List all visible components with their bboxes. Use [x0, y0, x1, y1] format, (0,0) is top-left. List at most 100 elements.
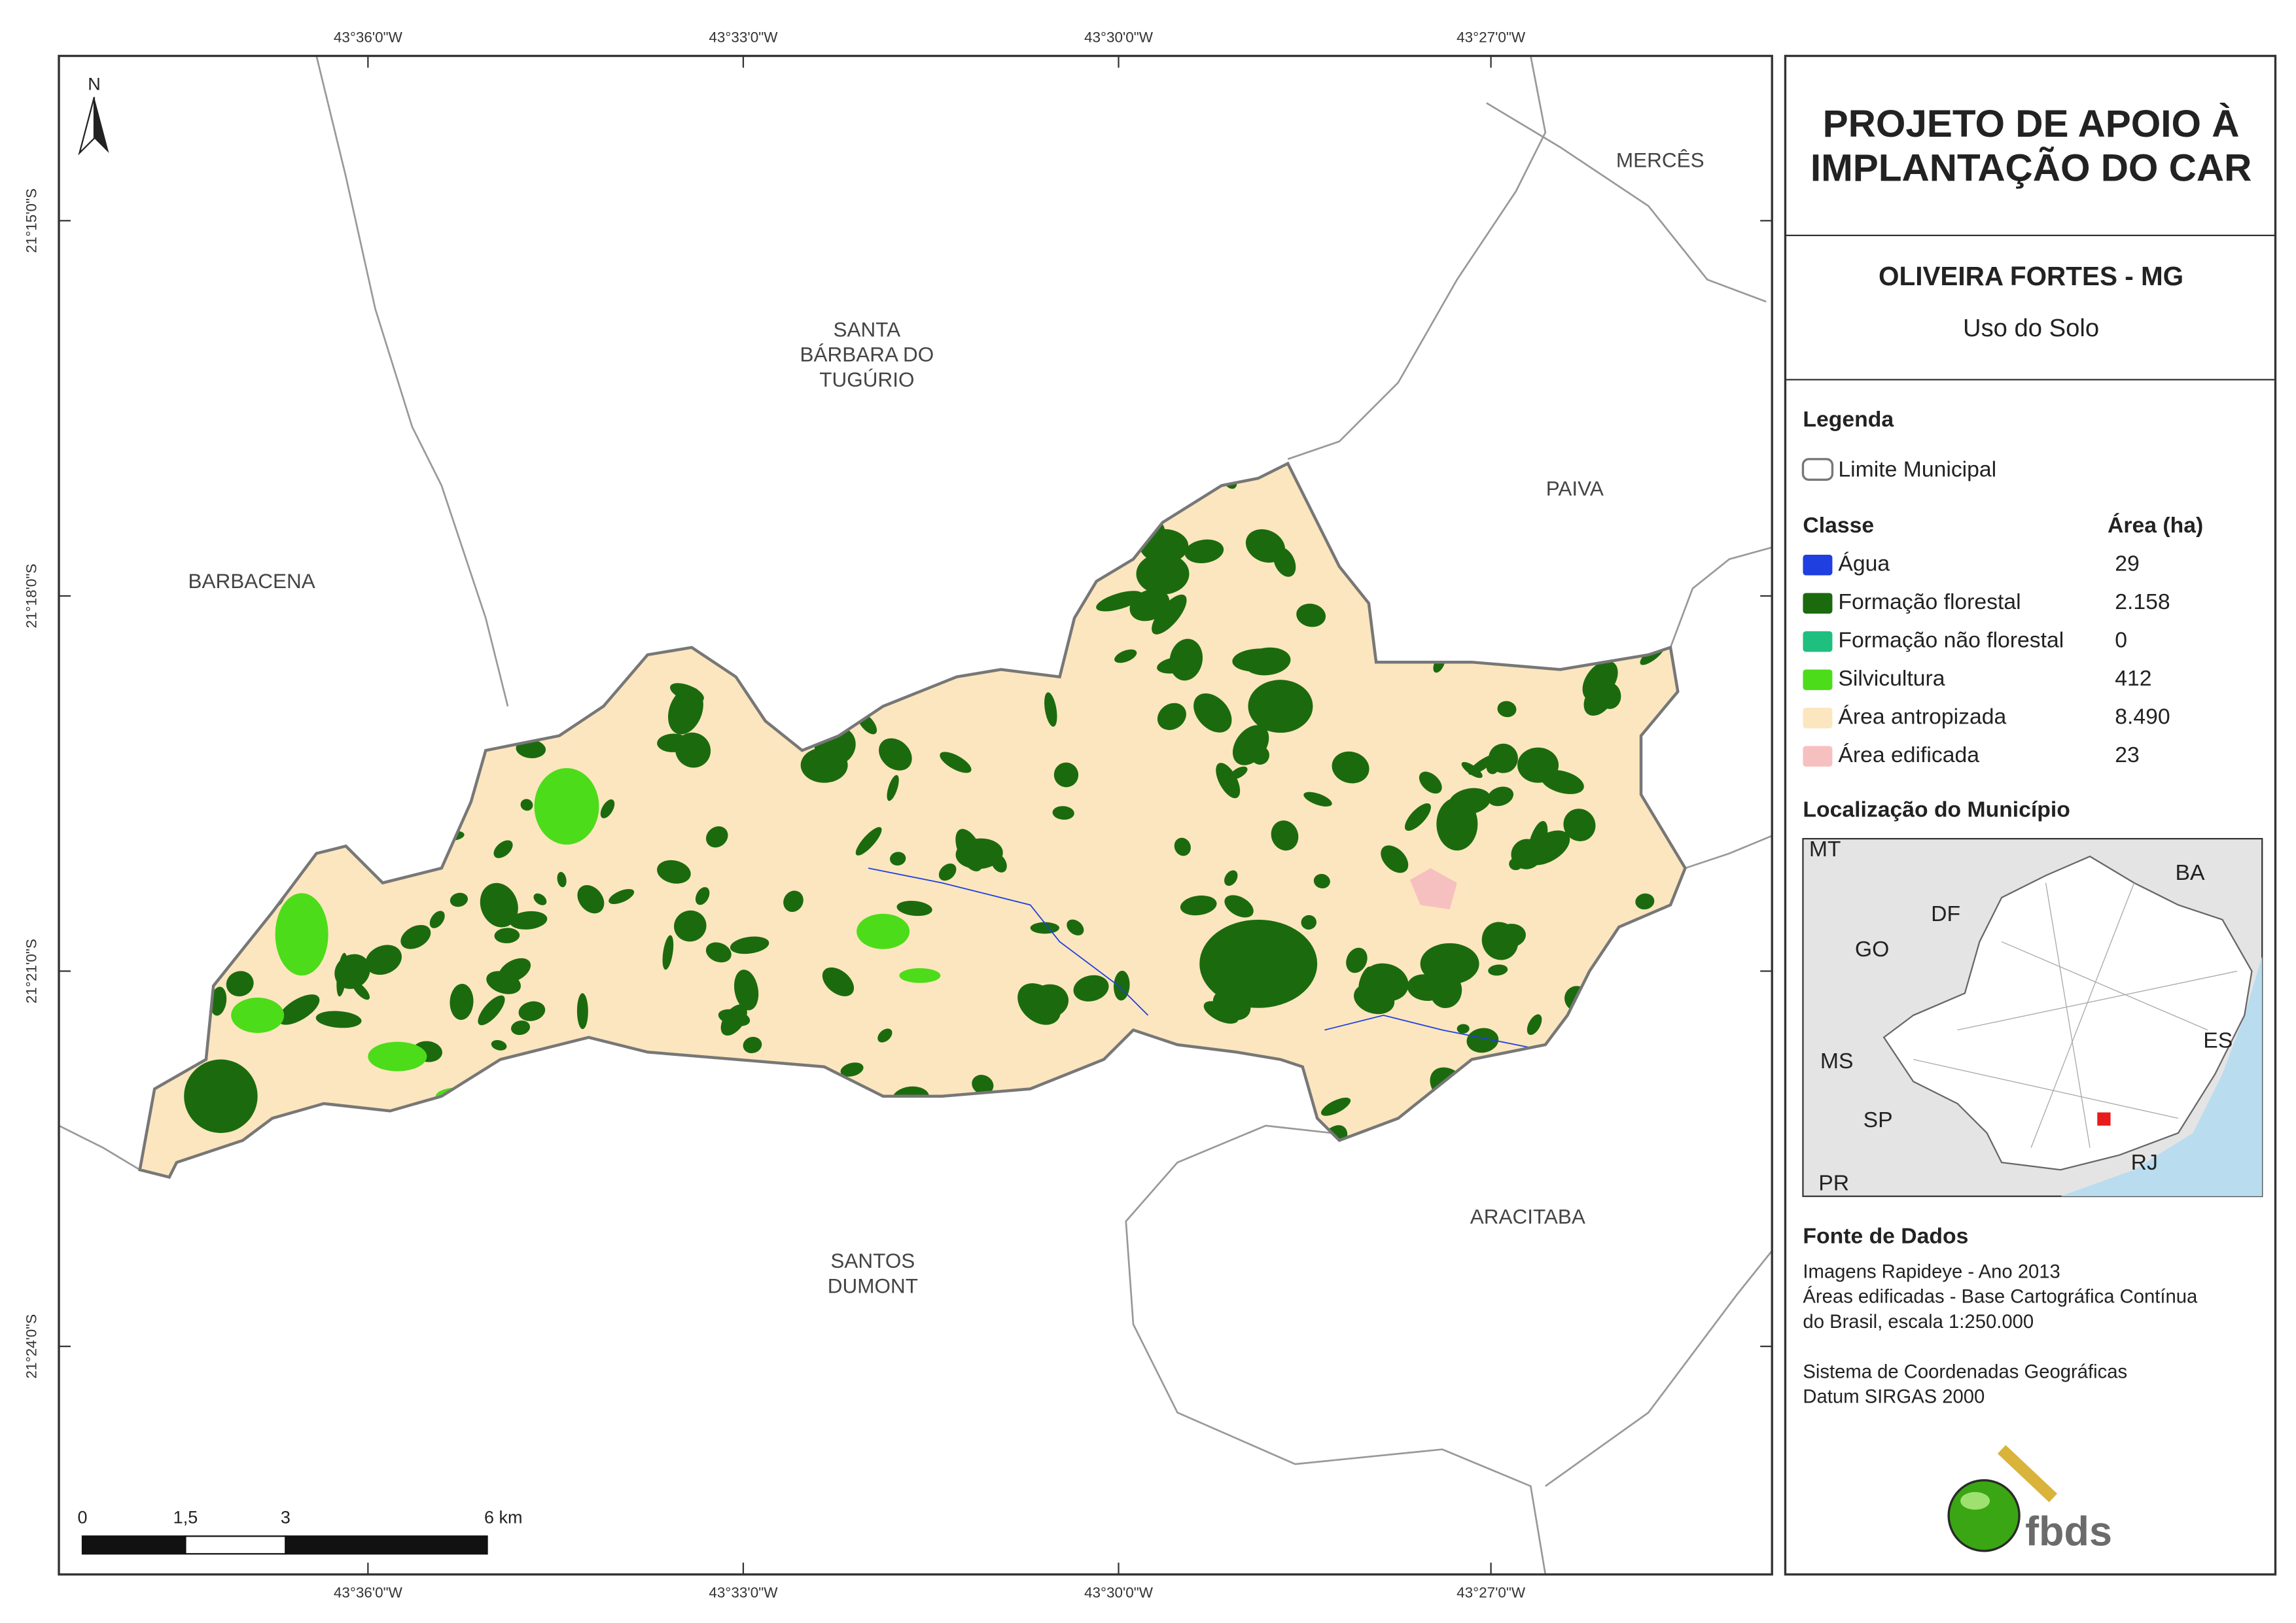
forest-patch	[1251, 746, 1269, 765]
forest-patch	[1193, 693, 1232, 733]
state-label: SP	[1863, 1108, 1893, 1132]
sources: Imagens Rapideye - Ano 2013 Áreas edifica…	[1803, 1261, 2198, 1407]
scale-label: 0	[77, 1507, 87, 1527]
forest-patch	[1199, 919, 1318, 1008]
forest-patch	[695, 887, 710, 905]
longitude-label: 43°36'0"W	[334, 29, 403, 45]
legend-label: Área antropizada	[1838, 705, 2006, 729]
forest-patch	[1248, 680, 1313, 733]
built-area	[1409, 868, 1457, 910]
forest-patch	[400, 924, 431, 949]
municipal-boundary	[1486, 102, 1767, 303]
silviculture-patch	[857, 913, 910, 949]
north-arrow	[78, 97, 96, 156]
logo-text: fbds	[2025, 1509, 2112, 1555]
forest-patch	[1358, 966, 1373, 993]
forest-patch	[1271, 820, 1299, 851]
silviculture-patch	[275, 893, 328, 976]
state-label: DF	[1931, 901, 1960, 926]
forest-patch	[315, 1011, 362, 1028]
forest-patch	[1497, 701, 1517, 718]
legend-rows: Água 29 Formação florestal 2.158 Formação nã…	[1803, 551, 2170, 767]
forest-patch	[896, 900, 932, 916]
scale-label: 3	[281, 1507, 291, 1527]
inner-boundaries	[1913, 882, 2238, 1148]
municipal-boundary	[315, 56, 509, 707]
forest-patch	[1381, 845, 1409, 873]
forest-patch	[450, 983, 474, 1021]
forest-patch	[705, 942, 732, 963]
municipality-outline	[138, 461, 1687, 1179]
forest-patch	[1320, 1097, 1351, 1116]
place-name: DUMONT	[828, 1274, 918, 1297]
forest-patch	[1031, 984, 1069, 1018]
scale-label: 6 km	[484, 1507, 522, 1527]
sources-title: Fonte de Dados	[1803, 1224, 1968, 1249]
forest-patch	[1332, 751, 1369, 784]
legend-area: 29	[2115, 551, 2140, 576]
forest-patch	[1030, 922, 1060, 934]
boundary-swatch	[1801, 458, 1834, 481]
forest-patch	[890, 852, 906, 866]
forest-patch	[1229, 766, 1248, 780]
forest-patch	[334, 954, 370, 989]
forest-patch	[1296, 603, 1326, 627]
forest-patch	[1180, 895, 1217, 916]
municipal-boundary	[1287, 56, 1547, 461]
longitude-label: 43°27'0"W	[1457, 29, 1526, 45]
forest-patch	[955, 838, 1003, 869]
forest-patch	[840, 1062, 864, 1077]
forest-patch	[662, 935, 674, 970]
longitude-label: 43°33'0"W	[709, 29, 778, 45]
municipal-boundary	[1685, 835, 1773, 869]
legend-label: Formação não florestal	[1838, 628, 2064, 653]
place-name: ARACITABA	[1470, 1205, 1585, 1229]
source-line: Sistema de Coordenadas Geográficas	[1803, 1361, 2127, 1382]
forest-patch	[429, 911, 445, 928]
logo-bar	[1997, 1445, 2058, 1503]
legend-swatch	[1803, 707, 1833, 729]
place-name: BÁRBARA DO	[800, 343, 934, 366]
state-label: GO	[1855, 937, 1889, 962]
forest-patch	[1346, 947, 1368, 973]
forest-patch	[1067, 919, 1084, 935]
place-name: SANTA	[834, 317, 901, 341]
forest-patch	[600, 799, 615, 818]
place-name: SANTOS	[830, 1249, 915, 1272]
place-name: MERCÊS	[1616, 148, 1704, 172]
scale-label: 1,5	[173, 1507, 198, 1527]
forest-patch	[1174, 837, 1191, 856]
forest-patch	[1245, 529, 1285, 563]
legend-area: 8.490	[2115, 705, 2170, 729]
forest-patch	[938, 863, 957, 881]
place-name: TUGÚRIO	[819, 368, 914, 391]
forest-patch	[533, 893, 547, 905]
logo-circle	[1947, 1479, 2021, 1552]
logo: fbds	[1947, 1445, 2112, 1555]
forest-patch	[657, 733, 690, 752]
forest-patch	[511, 1021, 531, 1036]
map-frame	[58, 54, 1773, 1576]
longitude-label: 43°33'0"W	[709, 1584, 778, 1601]
forest-patch	[743, 1036, 762, 1054]
forest-patch	[1563, 809, 1596, 841]
title-line: PROJETO DE APOIO À	[1823, 102, 2240, 145]
scale-segment	[81, 1535, 186, 1555]
place-name: BARBACENA	[188, 569, 315, 593]
forest-patch	[1635, 893, 1655, 910]
forest-patch	[1527, 821, 1548, 864]
class-header: Classe	[1803, 513, 1874, 538]
legend-area: 412	[2115, 666, 2151, 691]
forest-patch	[1152, 594, 1187, 635]
forest-patch	[184, 1059, 258, 1133]
forest-patch	[1114, 649, 1137, 663]
forest-patch	[365, 945, 402, 975]
legend-area: 2.158	[2115, 589, 2170, 614]
forest-patch	[887, 775, 899, 801]
legend-swatch	[1803, 593, 1833, 614]
state-label: MT	[1809, 837, 1841, 862]
silviculture-patch	[368, 1041, 427, 1072]
forest-patch	[668, 687, 703, 735]
river	[868, 867, 1149, 1016]
forest-patch	[1466, 1028, 1499, 1053]
